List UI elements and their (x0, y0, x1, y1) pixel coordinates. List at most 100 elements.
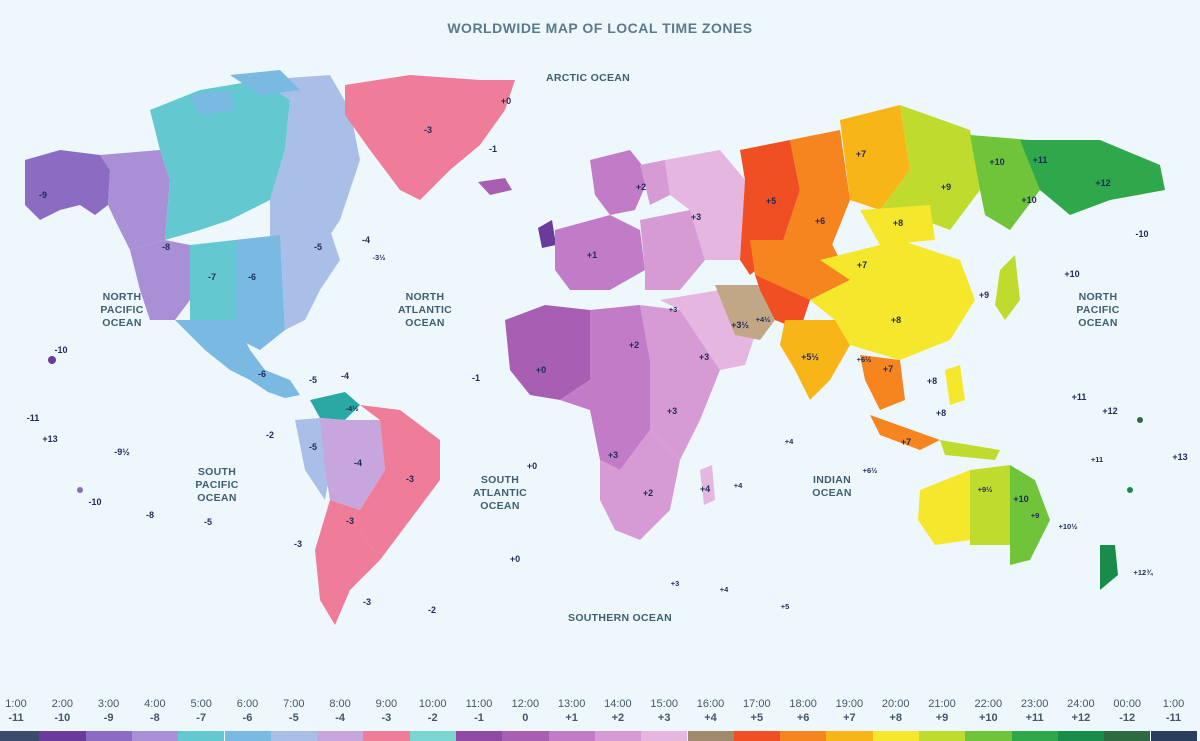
legend-time: 14:00 (604, 698, 632, 710)
legend-swatch (0, 731, 40, 741)
region-russia-siberia-e[interactable] (880, 105, 980, 230)
zone-label: -5 (204, 517, 212, 527)
region-sa-andes[interactable] (295, 418, 330, 500)
legend-offset: +5 (750, 712, 764, 724)
region-central-asia[interactable] (755, 275, 810, 330)
legend-swatch (1057, 731, 1105, 741)
zone-label: +10 (1013, 494, 1028, 504)
island-fiji[interactable] (1127, 487, 1133, 493)
zone-label: -10 (1135, 229, 1148, 239)
region-africa-west[interactable] (505, 305, 590, 400)
region-iceland[interactable] (478, 178, 512, 195)
legend-offset: -11 (1165, 712, 1182, 724)
legend-item: 7:00 -5 (274, 697, 314, 725)
legend-swatch (178, 731, 225, 741)
region-brazil[interactable] (360, 405, 440, 560)
zone-label: -4½ (346, 404, 359, 413)
region-russia-siberia-c[interactable] (840, 105, 910, 210)
region-usa-mountain[interactable] (190, 240, 235, 320)
region-mongolia[interactable] (860, 205, 935, 245)
legend-item: 24:00 +12 (1061, 697, 1101, 725)
legend-offset: -9 (103, 712, 114, 724)
region-russia-west[interactable] (665, 150, 745, 260)
region-usa-east[interactable] (280, 230, 340, 330)
legend-offset: +6 (796, 712, 810, 724)
zone-label: +4 (700, 484, 710, 494)
legend-swatch (594, 731, 642, 741)
region-sa-south[interactable] (315, 500, 380, 625)
region-central-america[interactable] (250, 370, 300, 398)
region-india[interactable] (780, 320, 850, 400)
island-french-polynesia[interactable] (77, 487, 83, 493)
legend-swatch (919, 731, 966, 741)
region-canada-east[interactable] (260, 75, 360, 260)
region-uk[interactable] (538, 220, 556, 248)
zone-label: +11 (1072, 392, 1087, 402)
zone-label: +10 (1021, 195, 1036, 205)
zone-label: +1 (587, 250, 597, 260)
legend-time: 00:00 (1113, 698, 1141, 710)
legend-swatch (409, 731, 456, 741)
region-usa-central[interactable] (235, 235, 285, 350)
region-australia-west[interactable] (918, 470, 970, 545)
legend-item: 21:00 +9 (922, 697, 962, 725)
region-africa-south[interactable] (600, 430, 680, 540)
legend-time: 21:00 (928, 698, 956, 710)
region-russia-far-east[interactable] (970, 135, 1040, 230)
region-new-zealand[interactable] (1100, 545, 1118, 590)
legend-swatch (1150, 731, 1197, 741)
zone-label: +10 (989, 157, 1004, 167)
island-kiribati[interactable] (1137, 417, 1143, 423)
region-mexico[interactable] (175, 320, 265, 380)
region-venezuela[interactable] (310, 392, 360, 420)
region-africa-central[interactable] (560, 305, 650, 470)
region-arctic-islands[interactable] (190, 70, 300, 115)
ocean-label-arctic: ARCTIC OCEAN (546, 72, 630, 84)
region-se-asia[interactable] (860, 355, 905, 410)
region-alaska[interactable] (25, 150, 110, 220)
region-greenland[interactable] (345, 75, 515, 200)
region-philippines[interactable] (945, 365, 965, 405)
zone-label: -1 (472, 373, 480, 383)
legend-offset: -10 (54, 712, 71, 724)
region-indonesia[interactable] (870, 415, 940, 450)
zone-label: +10½ (1059, 522, 1078, 531)
legend-item: 12:00 0 (505, 697, 545, 725)
zone-label: -3½ (373, 253, 386, 262)
legend-swatch (1104, 731, 1151, 741)
zone-label: -10 (88, 497, 101, 507)
legend-time: 2:00 (51, 698, 73, 710)
region-canada-west[interactable] (100, 150, 170, 250)
legend-time: 6:00 (236, 698, 259, 710)
zone-label: -3 (363, 597, 371, 607)
zone-label: -4 (354, 458, 362, 468)
region-usa-west[interactable] (130, 240, 190, 320)
region-europe-west[interactable] (555, 215, 645, 290)
zone-label: -3 (406, 474, 414, 484)
island-hawaii[interactable] (48, 356, 56, 364)
region-africa-east[interactable] (640, 305, 720, 460)
zone-label: +3 (667, 406, 677, 416)
legend-offset: +7 (843, 712, 856, 724)
region-iran[interactable] (715, 285, 775, 340)
zone-label: -7 (208, 272, 216, 282)
world-map: ARCTIC OCEAN NORTH PACIFIC OCEAN NORTH ATLA… (25, 70, 1188, 625)
region-australia-central[interactable] (970, 465, 1010, 545)
region-indonesia-east[interactable] (940, 440, 1000, 460)
region-canada-central[interactable] (150, 80, 290, 240)
legend-item: 20:00 +8 (876, 697, 916, 725)
region-australia-east[interactable] (1010, 465, 1050, 565)
region-russia-siberia-w[interactable] (780, 130, 850, 250)
region-japan[interactable] (995, 255, 1020, 320)
region-sa-central[interactable] (320, 418, 385, 510)
legend-offset: -2 (427, 712, 438, 724)
legend-offset: +1 (565, 712, 578, 724)
region-scandinavia[interactable] (590, 150, 650, 215)
region-europe-east[interactable] (640, 210, 705, 290)
region-china[interactable] (810, 240, 975, 360)
legend-item: 3:00 -9 (89, 697, 129, 725)
map-title: WORLDWIDE MAP OF LOCAL TIME ZONES (447, 20, 753, 36)
region-finland[interactable] (640, 160, 670, 205)
region-madagascar[interactable] (700, 465, 715, 505)
region-russia-chukotka[interactable] (1020, 140, 1165, 215)
